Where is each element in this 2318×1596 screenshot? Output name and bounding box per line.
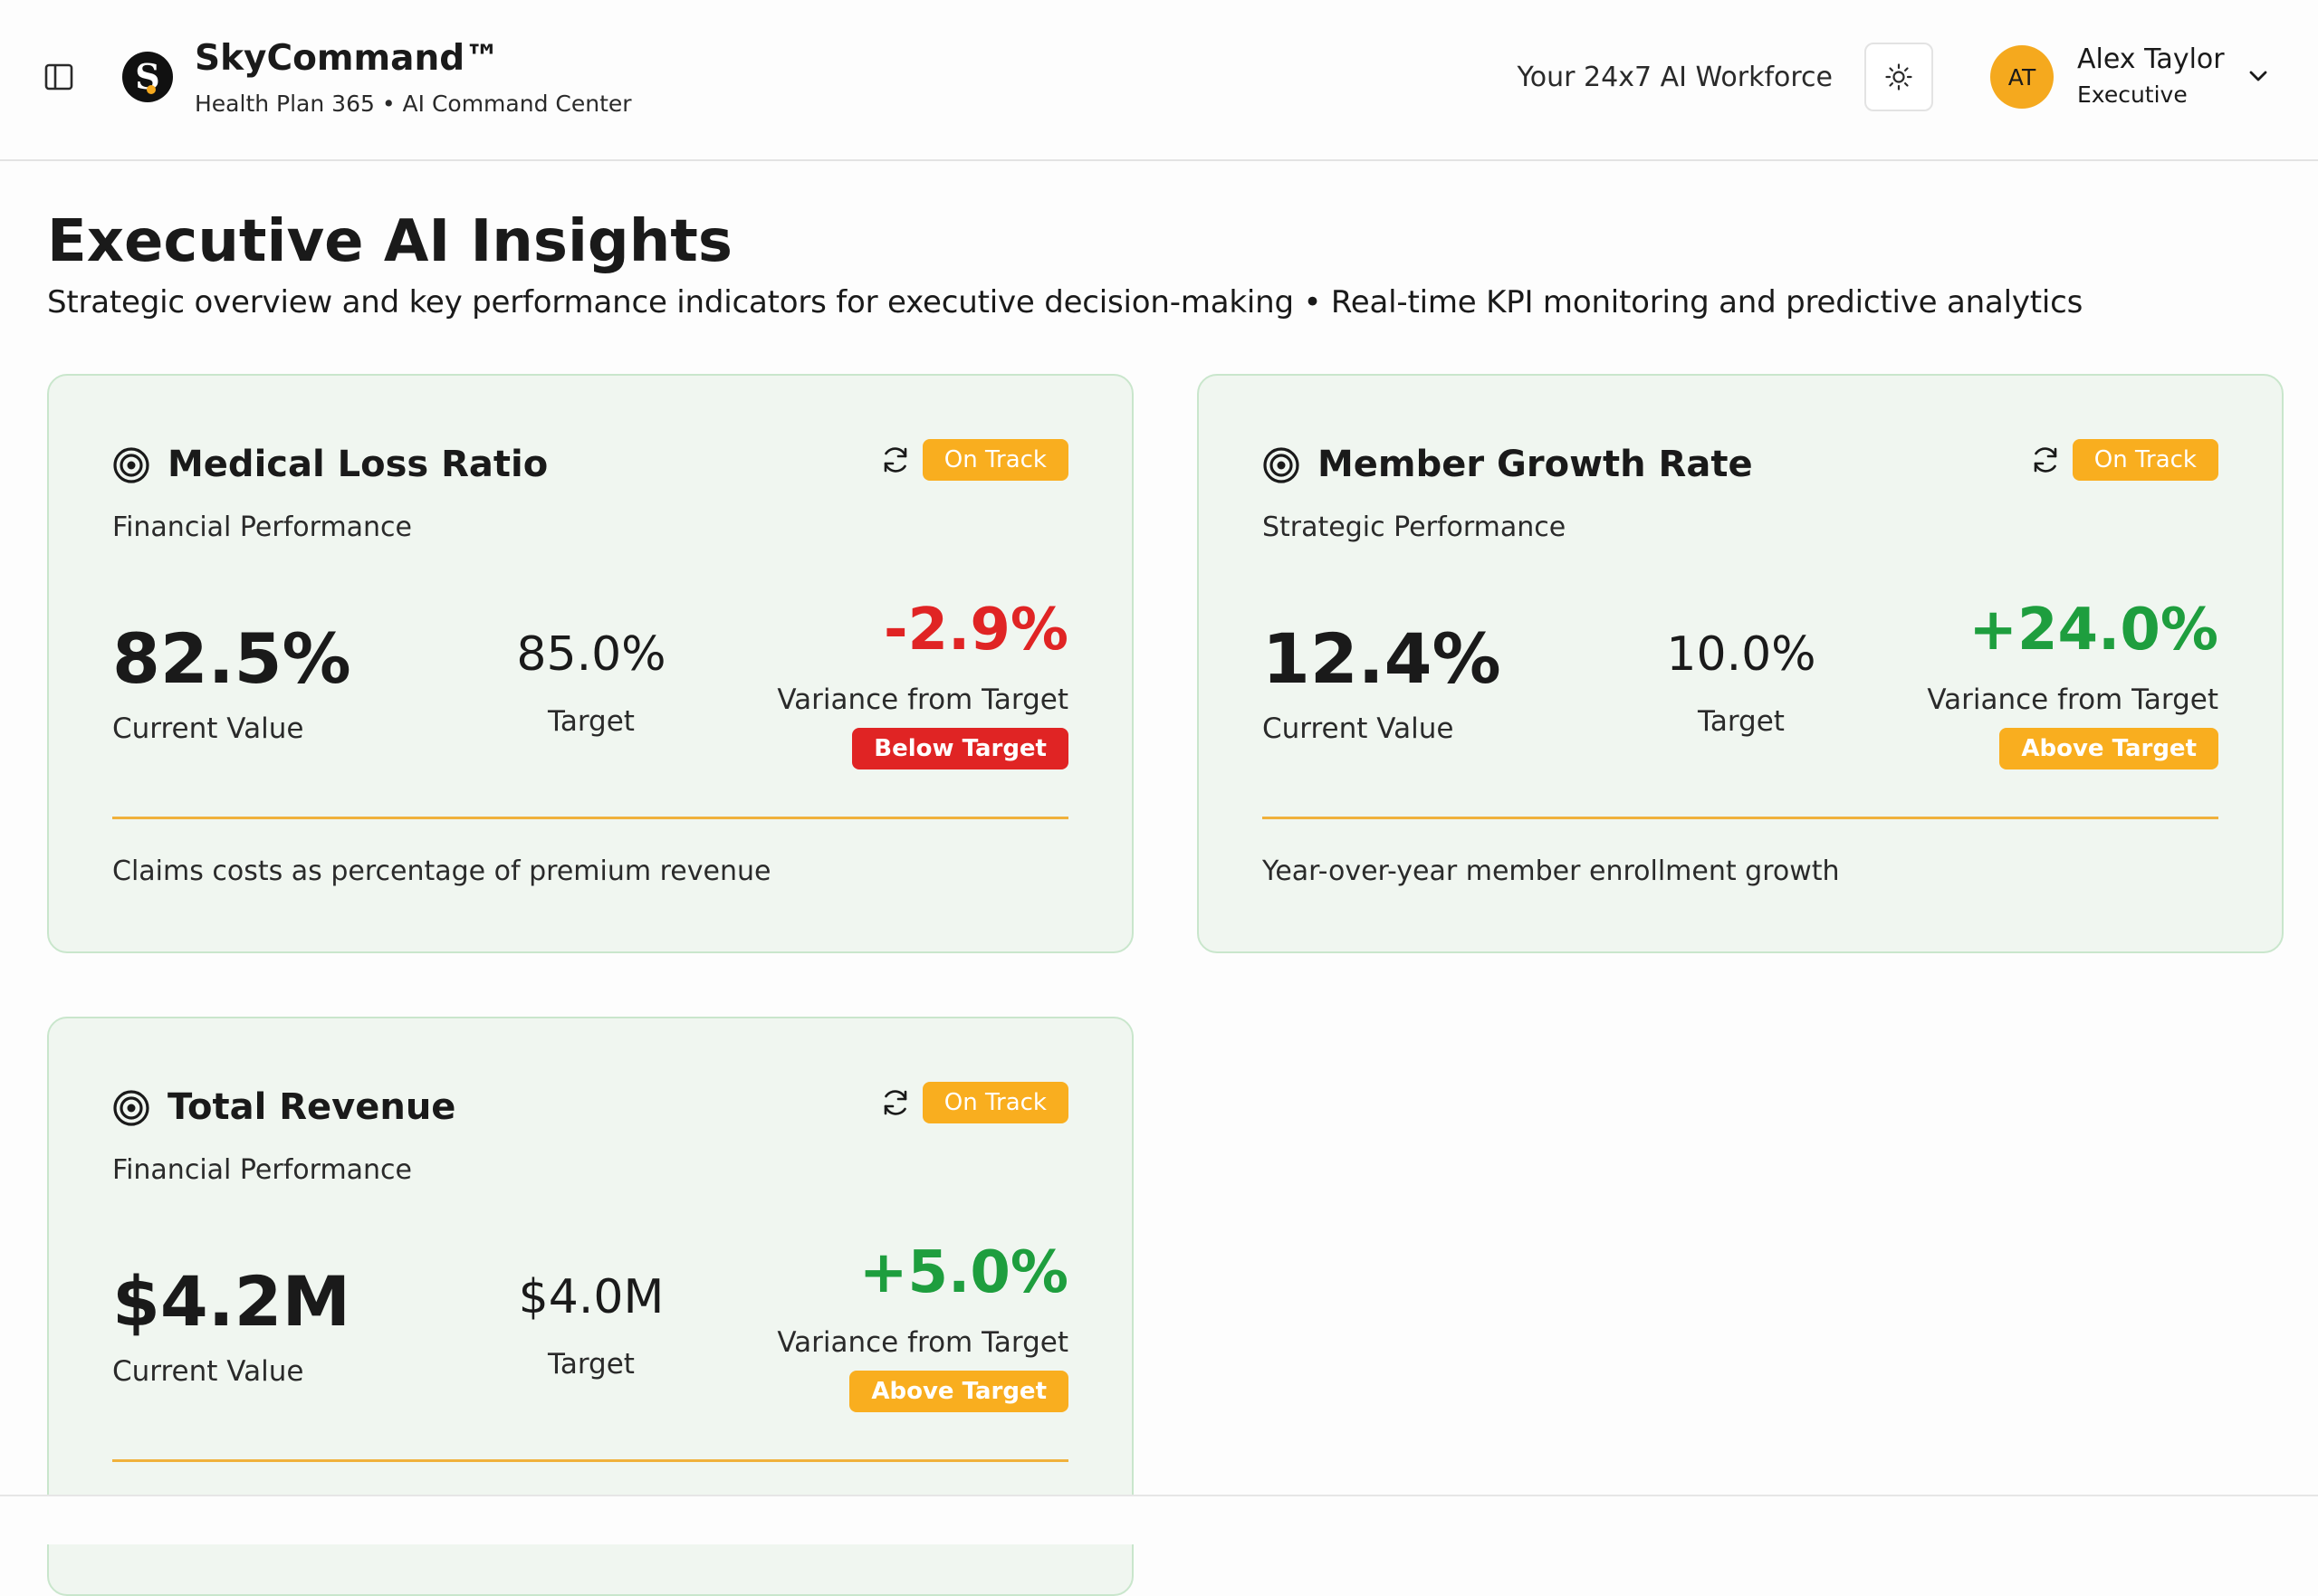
sun-icon — [1885, 63, 1912, 91]
kpi-current-value: $4.2M — [112, 1261, 351, 1342]
card-divider — [1262, 817, 2218, 819]
kpi-target-value: $4.0M — [518, 1270, 665, 1324]
target-icon — [113, 1090, 149, 1126]
kpi-category: Financial Performance — [112, 1154, 413, 1186]
kpi-variance-label: Variance from Target — [777, 1326, 1068, 1359]
kpi-target-value: 10.0% — [1666, 627, 1816, 682]
kpi-title: Medical Loss Ratio — [168, 444, 549, 485]
kpi-current-label: Current Value — [1262, 712, 1454, 745]
refresh-icon[interactable] — [878, 1085, 913, 1120]
kpi-target-label: Target — [548, 705, 635, 738]
card-divider — [112, 1459, 1068, 1462]
card-divider — [112, 817, 1068, 819]
kpi-card-2: Member Growth Rate Strategic Performance… — [1197, 374, 2284, 953]
page-title: Executive AI Insights — [47, 208, 733, 275]
page-subtitle: Strategic overview and key performance i… — [47, 284, 2083, 320]
kpi-target-label: Target — [548, 1348, 635, 1381]
kpi-description: Claims costs as percentage of premium re… — [112, 855, 771, 887]
status-badge: On Track — [922, 439, 1068, 481]
target-icon — [113, 447, 149, 483]
sidebar-toggle-icon[interactable] — [42, 60, 76, 94]
kpi-variance-label: Variance from Target — [1927, 683, 2218, 716]
footer-strip — [0, 1496, 2318, 1544]
skycommand-logo: S — [122, 52, 173, 102]
brand-subtitle: Health Plan 365 • AI Command Center — [195, 91, 632, 117]
refresh-icon[interactable] — [878, 443, 913, 477]
kpi-current-value: 82.5% — [112, 618, 351, 699]
kpi-variance-value: -2.9% — [883, 597, 1068, 664]
kpi-title: Member Growth Rate — [1317, 444, 1753, 485]
kpi-title: Total Revenue — [168, 1086, 456, 1128]
status-badge: On Track — [922, 1082, 1068, 1123]
kpi-category: Strategic Performance — [1262, 511, 1566, 543]
user-name[interactable]: Alex Taylor — [2077, 43, 2225, 75]
variance-badge: Above Target — [1999, 728, 2218, 769]
app-header: S SkyCommand™ Health Plan 365 • AI Comma… — [0, 0, 2318, 161]
kpi-target-value: 85.0% — [516, 627, 666, 682]
theme-toggle-button[interactable] — [1864, 43, 1933, 111]
kpi-current-label: Current Value — [112, 712, 304, 745]
kpi-current-label: Current Value — [112, 1355, 304, 1388]
variance-badge: Below Target — [852, 728, 1068, 769]
kpi-category: Financial Performance — [112, 511, 413, 543]
variance-badge: Above Target — [849, 1371, 1068, 1412]
target-icon — [1263, 447, 1299, 483]
avatar[interactable]: AT — [1990, 45, 2054, 109]
status-badge: On Track — [2072, 439, 2218, 481]
brand-name: SkyCommand™ — [195, 38, 501, 79]
kpi-target-label: Target — [1698, 705, 1785, 738]
kpi-card-1: Medical Loss Ratio Financial Performance… — [47, 374, 1134, 953]
kpi-current-value: 12.4% — [1262, 618, 1501, 699]
user-role: Executive — [2077, 81, 2188, 108]
header-tagline: Your 24x7 AI Workforce — [1517, 62, 1833, 93]
kpi-description: Year-over-year member enrollment growth — [1262, 855, 1840, 887]
kpi-variance-label: Variance from Target — [777, 683, 1068, 716]
chevron-down-icon[interactable] — [2244, 62, 2273, 91]
kpi-variance-value: +5.0% — [858, 1239, 1068, 1306]
kpi-variance-value: +24.0% — [1968, 597, 2218, 664]
refresh-icon[interactable] — [2028, 443, 2063, 477]
footer-divider — [0, 1495, 2318, 1496]
